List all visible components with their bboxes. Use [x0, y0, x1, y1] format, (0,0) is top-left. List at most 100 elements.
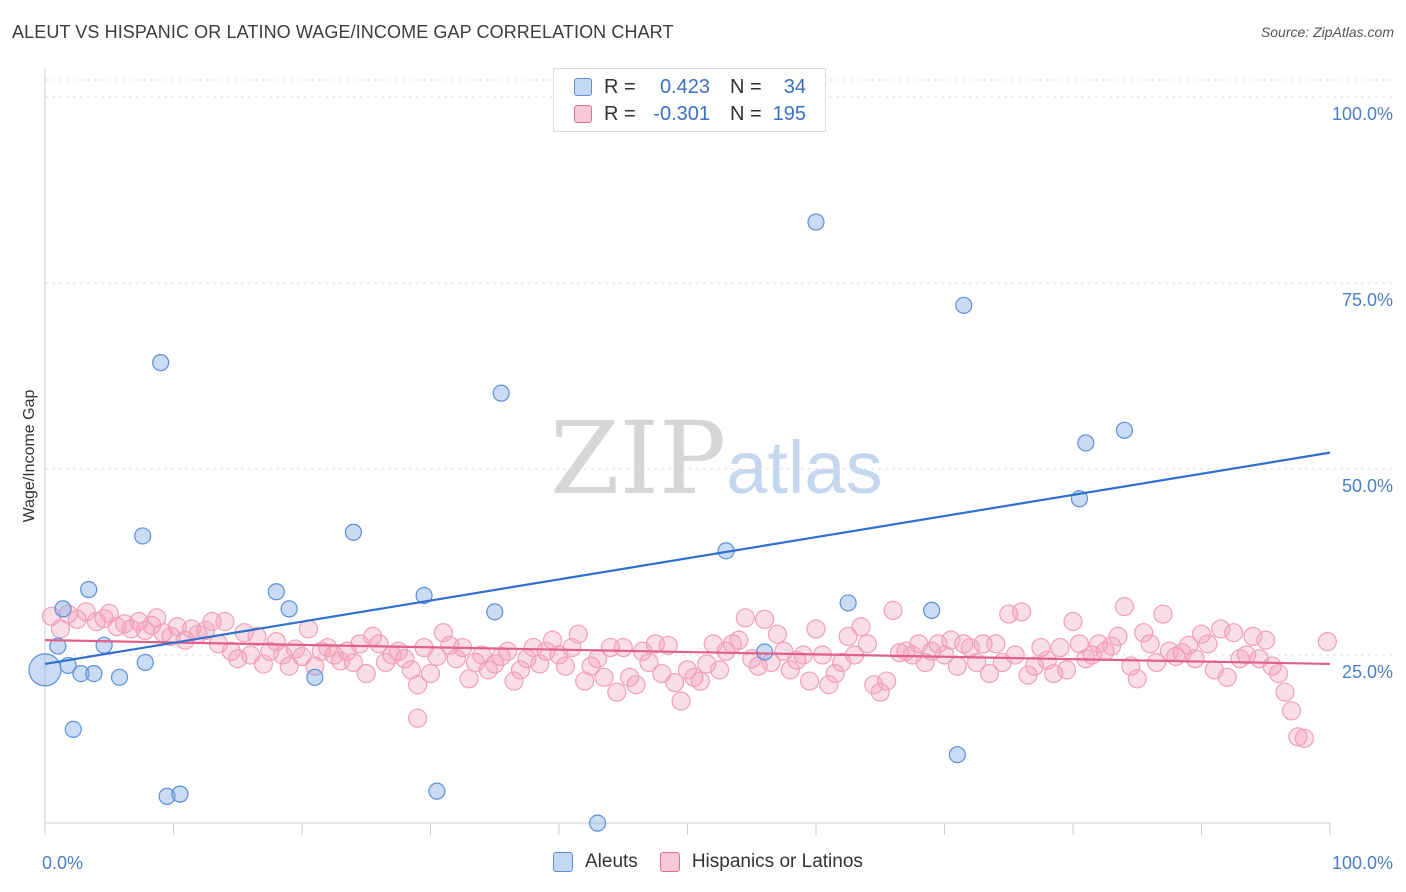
hispanic-point — [947, 656, 967, 676]
hispanic-point — [161, 626, 181, 647]
hispanic-point — [369, 634, 389, 654]
hispanic-point — [247, 626, 267, 647]
hispanic-point — [318, 637, 338, 658]
hispanic-point — [857, 634, 878, 654]
hispanics-legend-label: Hispanics or Latinos — [691, 851, 863, 872]
aleut-point — [158, 787, 176, 805]
hispanic-point — [607, 682, 627, 702]
hispanic-point — [1121, 656, 1141, 676]
hispanic-point — [221, 641, 241, 661]
hispanic-point — [1146, 652, 1167, 673]
aleut-point — [171, 785, 189, 803]
aleut-point — [492, 384, 510, 402]
y-tick-label: 50.0% — [1342, 476, 1393, 496]
aleut-point — [54, 600, 72, 618]
hispanic-point — [1031, 637, 1051, 658]
hispanics-swatch — [574, 105, 592, 123]
aleuts-legend-swatch — [553, 852, 573, 872]
hispanic-point — [1153, 604, 1173, 624]
hispanic-point — [1101, 636, 1122, 656]
y-tick-label: 25.0% — [1342, 662, 1393, 682]
hispanic-point — [459, 669, 479, 689]
y-tick-label: 100.0% — [1332, 104, 1393, 124]
x-tick-label: 0.0% — [42, 853, 83, 873]
aleuts-swatch — [574, 78, 592, 96]
hispanic-point — [510, 660, 531, 680]
hispanic-point — [1262, 656, 1282, 676]
hispanic-point — [555, 656, 576, 676]
hispanic-point — [530, 654, 550, 674]
watermark-zip: ZIP — [550, 400, 727, 517]
hispanic-point — [1236, 645, 1257, 665]
hispanic-point — [1005, 645, 1025, 665]
hispanic-point — [279, 656, 299, 676]
aleut-point — [948, 746, 966, 764]
hispanic-point — [870, 682, 890, 702]
hispanic-point — [1268, 663, 1289, 684]
hispanic-point — [1275, 682, 1295, 702]
hispanics-legend-swatch — [659, 852, 680, 872]
hispanic-point — [864, 675, 884, 695]
hispanic-point — [1294, 728, 1314, 748]
aleut-point — [280, 600, 298, 618]
hispanic-point — [665, 672, 685, 693]
hispanic-point — [181, 619, 202, 639]
hispanic-point — [1288, 727, 1308, 747]
hispanic-point — [1114, 597, 1135, 617]
hispanic-point — [716, 641, 736, 661]
chart-title: ALEUT VS HISPANIC OR LATINO WAGE/INCOME … — [12, 22, 674, 42]
hispanic-point — [754, 609, 775, 629]
hispanic-point — [292, 646, 312, 667]
hispanic-point — [620, 667, 640, 687]
legend-item-aleuts: Aleuts — [553, 851, 638, 873]
hispanic-point — [1011, 602, 1032, 622]
hispanic-point — [1050, 637, 1070, 658]
hispanic-point — [1185, 649, 1205, 669]
aleut-point — [134, 527, 152, 545]
hispanic-point — [658, 635, 678, 655]
hispanic-point — [1217, 667, 1237, 687]
watermark: ZIPatlas — [550, 400, 883, 517]
hispanic-point — [986, 634, 1006, 654]
hispanic-point — [780, 660, 800, 680]
correlation-legend: R = 0.423 N = 34 R = -0.301 N = 195 — [553, 68, 826, 132]
hispanic-point — [498, 641, 518, 661]
n-label: N = — [730, 75, 762, 98]
hispanic-point — [799, 671, 820, 691]
hispanic-point — [523, 637, 543, 658]
legend-item-hispanics: Hispanics or Latinos — [659, 851, 863, 873]
hispanic-point — [729, 630, 749, 650]
aleut-point — [306, 668, 324, 686]
y-axis-title: Wage/Income Gap — [21, 390, 38, 523]
hispanic-point — [1063, 611, 1083, 632]
aleut-point — [486, 603, 504, 621]
hispanic-point — [979, 663, 1000, 684]
hispanic-point — [594, 667, 614, 687]
aleut-point — [80, 580, 98, 599]
watermark-atlas: atlas — [726, 426, 883, 509]
hispanic-point — [1127, 669, 1147, 689]
hispanic-point — [1224, 623, 1244, 643]
r-label: R = — [604, 102, 636, 125]
r-value: -0.301 — [653, 102, 710, 125]
hispanic-point — [343, 652, 363, 673]
hispanic-point — [536, 641, 556, 661]
hispanic-point — [581, 656, 601, 676]
aleut-point — [95, 636, 113, 654]
hispanic-point — [851, 617, 871, 637]
aleut-point — [755, 643, 774, 661]
hispanic-point — [626, 675, 646, 695]
hispanic-point — [260, 641, 280, 661]
hispanic-point — [1191, 624, 1212, 644]
hispanic-point — [433, 623, 453, 643]
aleut-point — [28, 653, 62, 687]
hispanic-point — [408, 708, 428, 728]
hispanic-point — [915, 652, 935, 673]
hispanic-point — [1056, 660, 1077, 680]
hispanic-point — [1134, 623, 1154, 643]
hispanic-point — [1211, 619, 1231, 639]
hispanic-point — [375, 652, 396, 673]
aleut-point — [49, 637, 67, 655]
hispanic-point — [1243, 626, 1263, 647]
hispanic-point — [1256, 630, 1276, 650]
